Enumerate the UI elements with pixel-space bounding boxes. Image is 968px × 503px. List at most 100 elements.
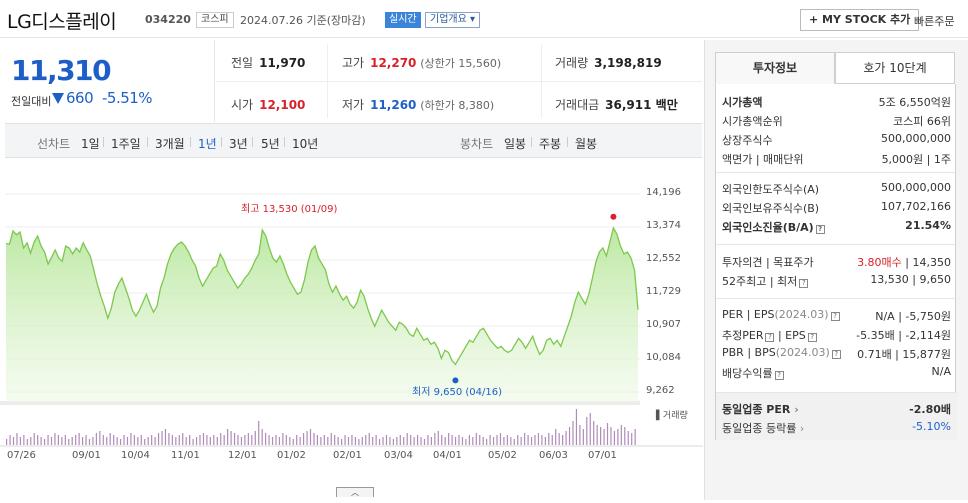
volume-bar bbox=[468, 435, 470, 445]
stats-divider bbox=[216, 81, 702, 82]
volume-bar bbox=[486, 439, 488, 445]
volume-bar bbox=[565, 431, 567, 445]
tab-candle-weekly[interactable]: 주봉 bbox=[539, 137, 562, 151]
volume-bar bbox=[43, 439, 46, 445]
volume-bar bbox=[57, 435, 60, 445]
tab-candle-daily[interactable]: 일봉 bbox=[504, 137, 527, 151]
volume-bar bbox=[23, 435, 25, 445]
volume-bar bbox=[109, 433, 111, 445]
tab-period-3y[interactable]: 3년 bbox=[229, 137, 248, 151]
date-basis: 기준(장마감) bbox=[306, 14, 366, 27]
help-icon[interactable]: ? bbox=[807, 333, 817, 342]
stat-value: 12,100 bbox=[259, 98, 306, 112]
y-tick-label: 11,729 bbox=[646, 286, 681, 297]
volume-bar bbox=[562, 435, 564, 445]
help-icon[interactable]: ? bbox=[765, 333, 775, 342]
volume-bar bbox=[620, 425, 622, 445]
tab-separator bbox=[531, 137, 532, 147]
info-value: 107,702,166 bbox=[881, 200, 951, 213]
volume-bar bbox=[106, 437, 108, 445]
key-part: | EPS bbox=[777, 329, 806, 342]
volume-bar bbox=[503, 437, 505, 445]
stat-label: 거래대금 bbox=[555, 98, 600, 112]
low-annotation: 최저 9,650 (04/16) bbox=[412, 387, 503, 398]
info-row: 추정PER? | EPS? -5.35배 | -2,114원 bbox=[722, 327, 951, 345]
volume-bar bbox=[437, 431, 439, 445]
volume-bar bbox=[309, 429, 312, 445]
price-chart-svg bbox=[0, 193, 703, 447]
key-part: | BPS bbox=[747, 346, 776, 359]
info-key: 시가총액 bbox=[722, 96, 763, 109]
chart-collapse-button[interactable]: ︿ bbox=[336, 487, 374, 497]
volume-bar bbox=[572, 421, 574, 445]
tab-period-1y[interactable]: 1년 bbox=[198, 137, 217, 151]
volume-bar bbox=[185, 437, 187, 445]
volume-bar bbox=[537, 433, 540, 445]
stock-code: 034220 bbox=[145, 13, 191, 26]
tab-period-3m[interactable]: 3개월 bbox=[155, 137, 185, 151]
help-icon[interactable]: ? bbox=[799, 279, 809, 288]
stat-amount: 거래대금 36,911 백만 bbox=[555, 96, 678, 113]
volume-bar bbox=[361, 437, 363, 445]
volume-bar bbox=[68, 439, 70, 445]
tab-candle-monthly[interactable]: 월봉 bbox=[575, 137, 598, 151]
volume-bar bbox=[296, 435, 298, 445]
tab-period-5y[interactable]: 5년 bbox=[261, 137, 280, 151]
info-row: 외국인보유주식수(B) 107,702,166 bbox=[722, 200, 951, 218]
live-button[interactable]: 실시간 bbox=[385, 12, 421, 28]
price-chart[interactable]: 14,196 13,374 12,552 11,729 10,907 10,084 9,26… bbox=[0, 160, 703, 500]
tab-order-book-10[interactable]: 호가 10단계 bbox=[835, 52, 955, 84]
chevron-right-icon[interactable]: › bbox=[799, 422, 805, 435]
help-icon[interactable]: ? bbox=[830, 312, 840, 321]
volume-bar bbox=[548, 433, 550, 445]
volume-bar bbox=[81, 437, 84, 445]
stock-header: LG디스플레이 034220 코스피 2024.07.26 기준(장마감) 실시… bbox=[0, 0, 968, 38]
info-value: -5.35배 | -2,114원 bbox=[856, 329, 951, 342]
key-period: (2024.03) bbox=[774, 308, 829, 321]
volume-bar bbox=[147, 437, 149, 445]
info-value: N/A | -5,750원 bbox=[875, 310, 951, 323]
volume-bar bbox=[189, 435, 191, 445]
volume-bar bbox=[358, 439, 360, 445]
add-my-stock-button[interactable]: + MY STOCK 추가 bbox=[800, 9, 920, 31]
help-icon[interactable]: ? bbox=[831, 350, 841, 359]
price-area-fill bbox=[6, 227, 638, 402]
volume-bar bbox=[610, 427, 612, 445]
volume-bar bbox=[113, 435, 115, 445]
volume-bar bbox=[323, 435, 325, 445]
tab-period-1d[interactable]: 1일 bbox=[81, 137, 100, 151]
volume-bar bbox=[164, 429, 167, 445]
tab-investment-info[interactable]: 투자정보 bbox=[715, 52, 835, 84]
volume-bar bbox=[265, 433, 267, 445]
x-tick-label: 02/01 bbox=[333, 450, 362, 461]
help-icon[interactable]: ? bbox=[774, 371, 784, 380]
volume-bar bbox=[199, 435, 201, 445]
info-key-text: 동일업종 등락률 bbox=[722, 422, 797, 435]
info-key: PBR | BPS(2024.03)? bbox=[722, 346, 841, 359]
volume-bar bbox=[392, 439, 394, 445]
x-tick-label: 06/03 bbox=[539, 450, 568, 461]
chevron-right-icon[interactable]: › bbox=[794, 403, 799, 416]
company-overview-dropdown[interactable]: 기업개요 ▾ bbox=[425, 12, 480, 28]
volume-bar bbox=[254, 431, 256, 445]
volume-bar bbox=[92, 437, 94, 445]
quick-order-link[interactable]: 빠른주문 bbox=[914, 15, 955, 28]
volume-bar bbox=[365, 435, 367, 445]
high-marker bbox=[610, 213, 617, 220]
volume-bar bbox=[589, 413, 591, 445]
tab-period-1w[interactable]: 1주일 bbox=[111, 137, 141, 151]
volume-bar bbox=[313, 433, 315, 445]
x-tick-label: 11/01 bbox=[171, 450, 200, 461]
volume-bar bbox=[9, 435, 11, 445]
volume-bar bbox=[600, 427, 602, 445]
volume-bar bbox=[444, 437, 446, 445]
help-icon[interactable]: ? bbox=[815, 225, 825, 234]
tab-period-10y[interactable]: 10년 bbox=[292, 137, 319, 151]
volume-bar bbox=[140, 435, 142, 445]
volume-bar bbox=[12, 437, 15, 445]
volume-bar bbox=[441, 435, 443, 445]
info-value: 코스피 66위 bbox=[893, 115, 951, 128]
x-tick-label: 09/01 bbox=[72, 450, 101, 461]
x-tick-label: 05/02 bbox=[488, 450, 517, 461]
volume-bar bbox=[389, 437, 391, 445]
